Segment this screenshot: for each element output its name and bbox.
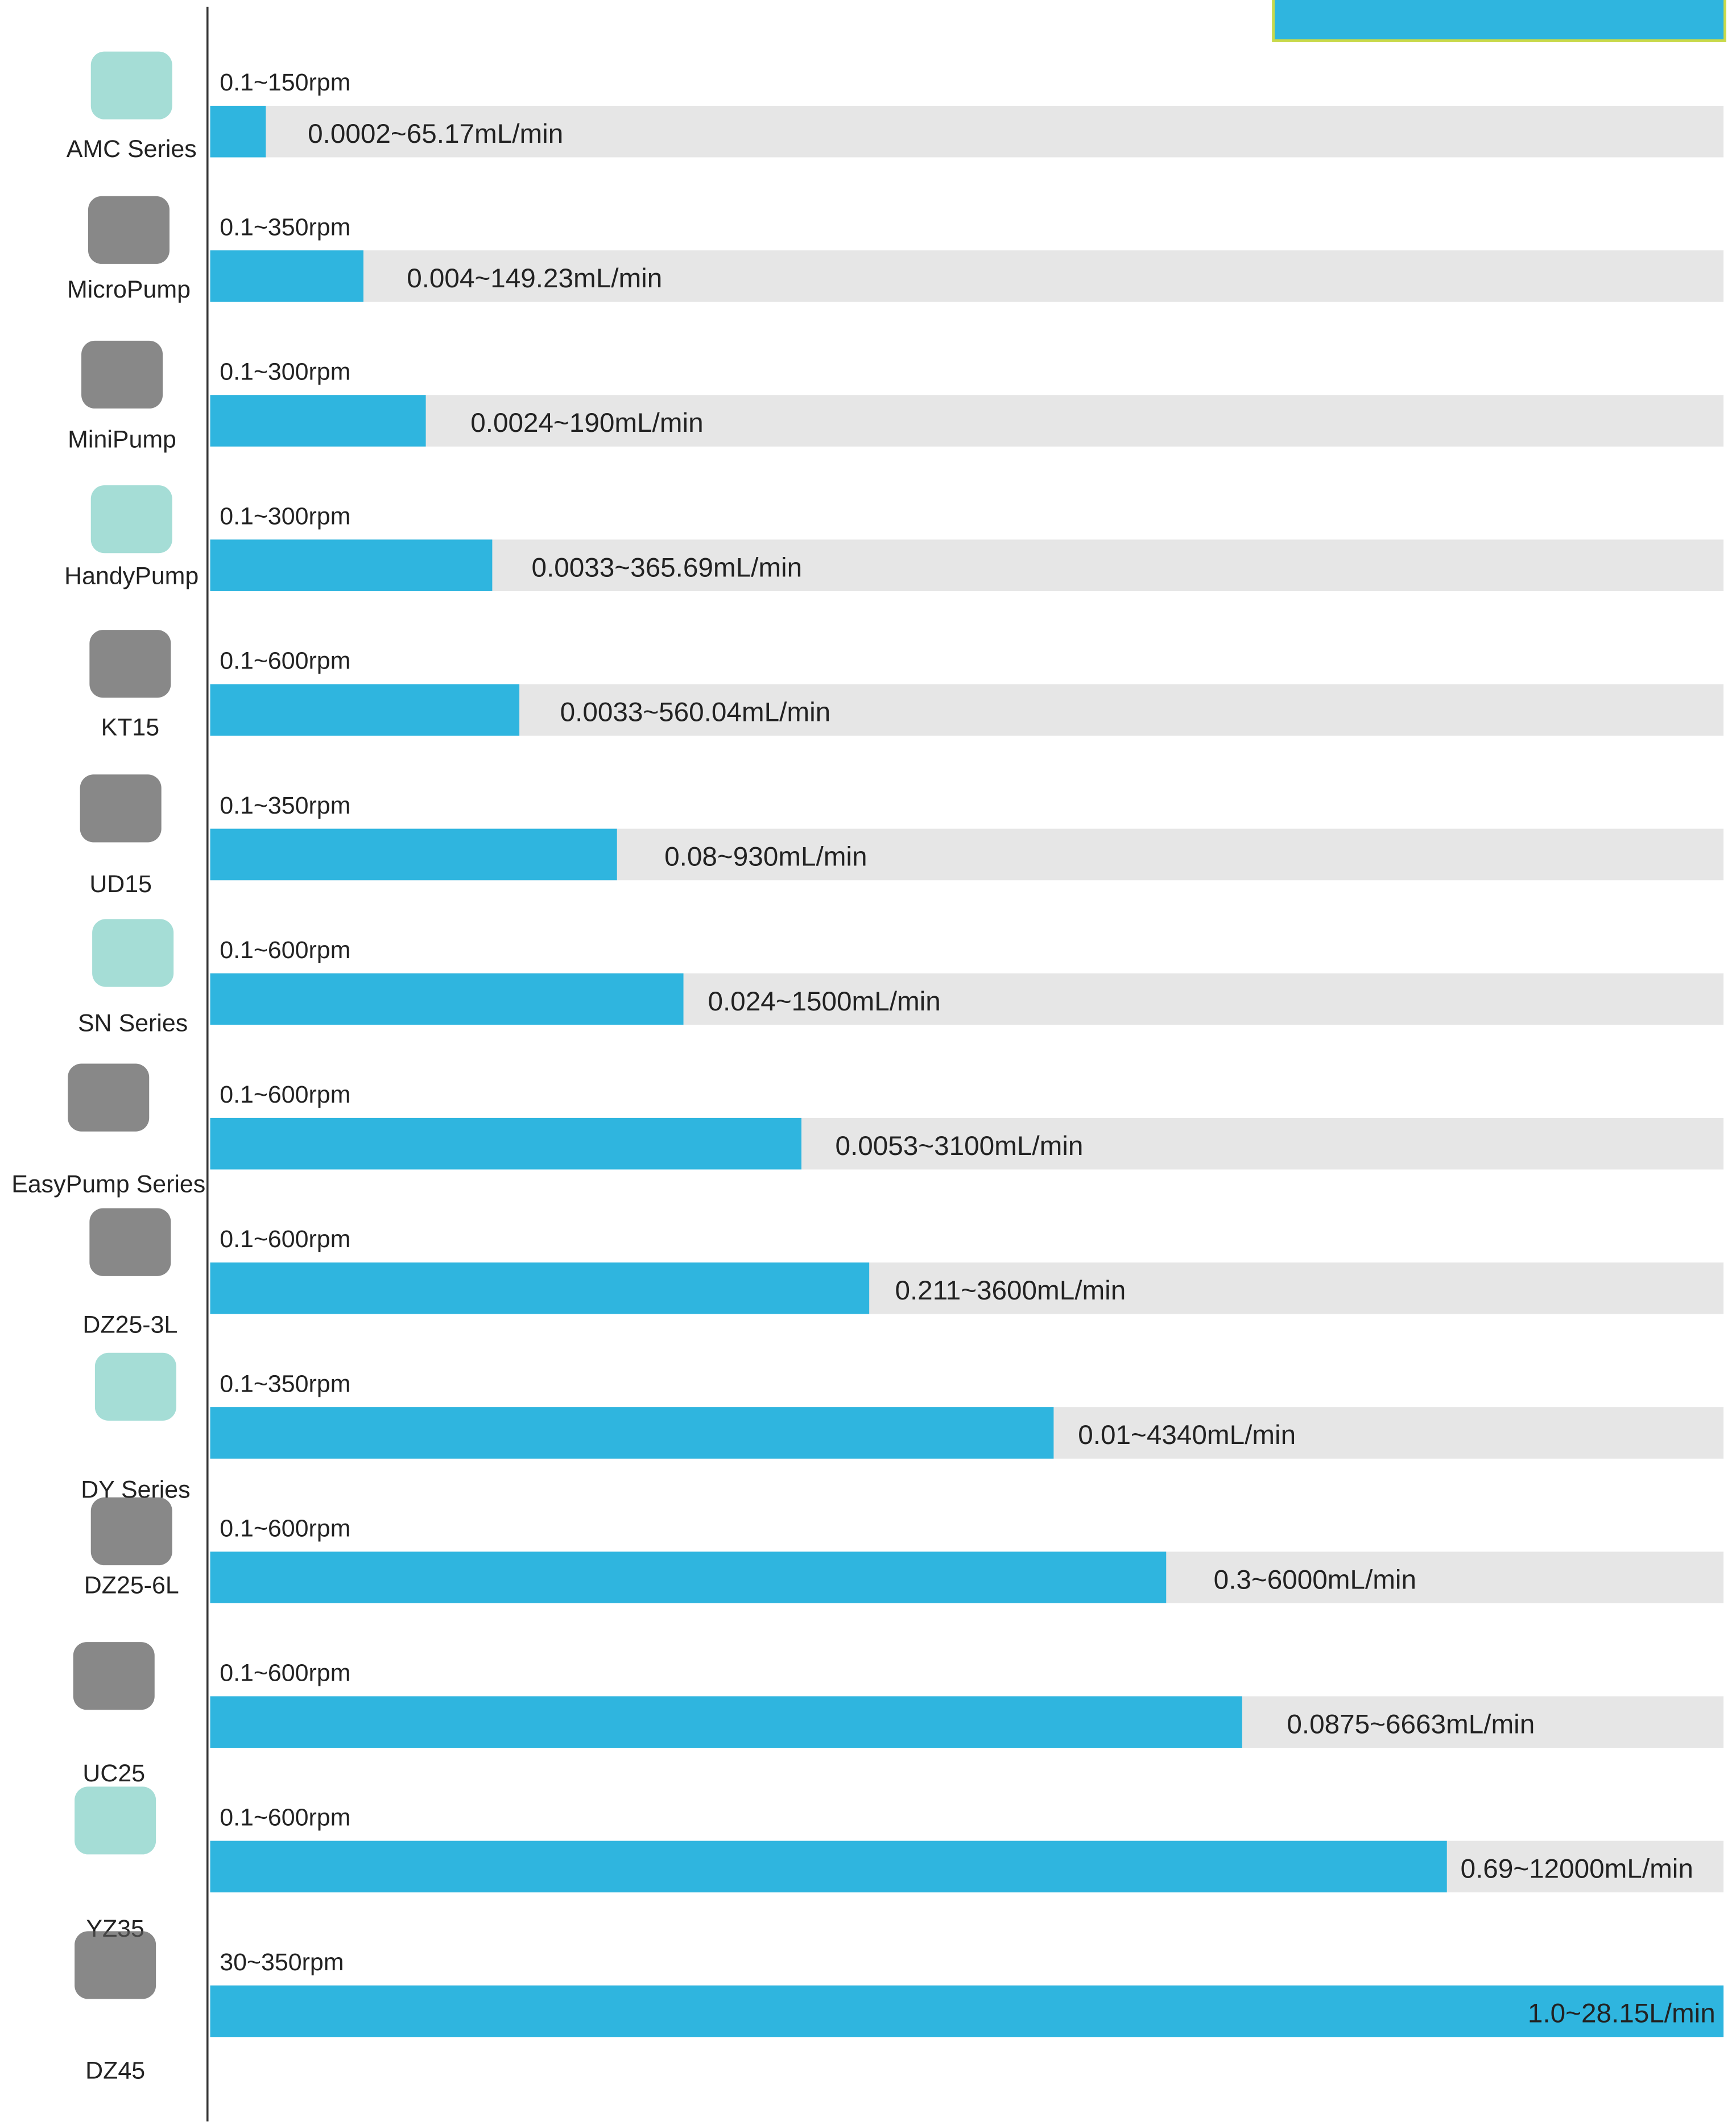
speed-label: 30~350rpm	[220, 1949, 344, 1976]
flow-label: 0.0053~3100mL/min	[836, 1131, 1084, 1161]
product-name: DZ45	[85, 2057, 145, 2085]
product-name: KT15	[101, 713, 160, 741]
product-image	[75, 1786, 156, 1855]
product-name: MiniPump	[68, 426, 176, 453]
speed-label: 0.1~150rpm	[220, 69, 350, 96]
product-image	[68, 1063, 150, 1132]
product-name: DZ25-3L	[82, 1311, 177, 1338]
bar	[210, 973, 684, 1025]
speed-label: 0.1~350rpm	[220, 792, 350, 819]
bar	[210, 539, 493, 591]
product-image	[94, 1352, 176, 1421]
flow-label: 0.004~149.23mL/min	[407, 263, 662, 294]
flow-label: 0.0033~365.69mL/min	[532, 552, 803, 583]
product-name: EasyPump Series	[11, 1170, 205, 1198]
bar-track	[210, 250, 1724, 302]
bar	[210, 1262, 870, 1314]
speed-label: 0.1~300rpm	[220, 358, 350, 385]
bar	[210, 684, 520, 736]
flow-label: 1.0~28.15L/min	[1528, 1999, 1716, 2029]
legend-box	[1272, 0, 1726, 42]
product-name: AMC Series	[67, 135, 197, 163]
product-name: UD15	[89, 870, 152, 898]
bar	[210, 395, 426, 447]
bar	[210, 1407, 1054, 1459]
speed-label: 0.1~350rpm	[220, 1370, 350, 1397]
speed-label: 0.1~300rpm	[220, 503, 350, 530]
product-image	[75, 1931, 156, 1999]
flow-label: 0.024~1500mL/min	[708, 987, 940, 1017]
speed-label: 0.1~600rpm	[220, 1515, 350, 1542]
bar	[210, 1696, 1242, 1748]
bar	[210, 828, 617, 881]
flow-label: 0.08~930mL/min	[664, 842, 867, 872]
speed-label: 0.1~600rpm	[220, 936, 350, 964]
flow-label: 0.0002~65.17mL/min	[308, 119, 563, 149]
speed-label: 0.1~600rpm	[220, 1804, 350, 1831]
flow-label: 0.0033~560.04mL/min	[560, 698, 831, 728]
product-image	[73, 1642, 155, 1710]
product-image	[89, 630, 171, 698]
speed-label: 0.1~600rpm	[220, 1226, 350, 1253]
speed-label: 0.1~600rpm	[220, 1660, 350, 1687]
bar	[210, 250, 363, 302]
speed-label: 0.1~350rpm	[220, 213, 350, 241]
bar-track	[210, 105, 1724, 158]
bar	[210, 1841, 1447, 1893]
product-image	[90, 1497, 172, 1566]
bar	[210, 1117, 801, 1170]
product-image	[80, 774, 162, 843]
flow-label: 0.69~12000mL/min	[1461, 1854, 1693, 1884]
flow-label: 0.01~4340mL/min	[1078, 1420, 1296, 1450]
bar	[210, 1552, 1167, 1603]
speed-label: 0.1~600rpm	[220, 647, 350, 675]
flow-label: 0.3~6000mL/min	[1214, 1565, 1416, 1595]
product-name: SN Series	[78, 1010, 188, 1037]
product-name: UC25	[82, 1760, 145, 1787]
bar	[210, 1985, 1724, 2037]
product-image	[89, 1208, 171, 1276]
flow-label: 0.0875~6663mL/min	[1287, 1709, 1535, 1739]
product-image	[90, 51, 172, 119]
product-name: HandyPump	[64, 562, 199, 589]
product-image	[81, 340, 163, 409]
bar-track	[210, 395, 1724, 447]
flow-label: 0.211~3600mL/min	[895, 1276, 1126, 1306]
flow-label: 0.0024~190mL/min	[470, 408, 703, 438]
product-image	[92, 919, 174, 987]
product-image	[88, 196, 170, 264]
product-name: DZ25-6L	[84, 1572, 179, 1599]
speed-label: 0.1~600rpm	[220, 1081, 350, 1108]
product-name: MicroPump	[67, 276, 191, 303]
bar	[210, 105, 266, 158]
product-image	[90, 485, 172, 554]
